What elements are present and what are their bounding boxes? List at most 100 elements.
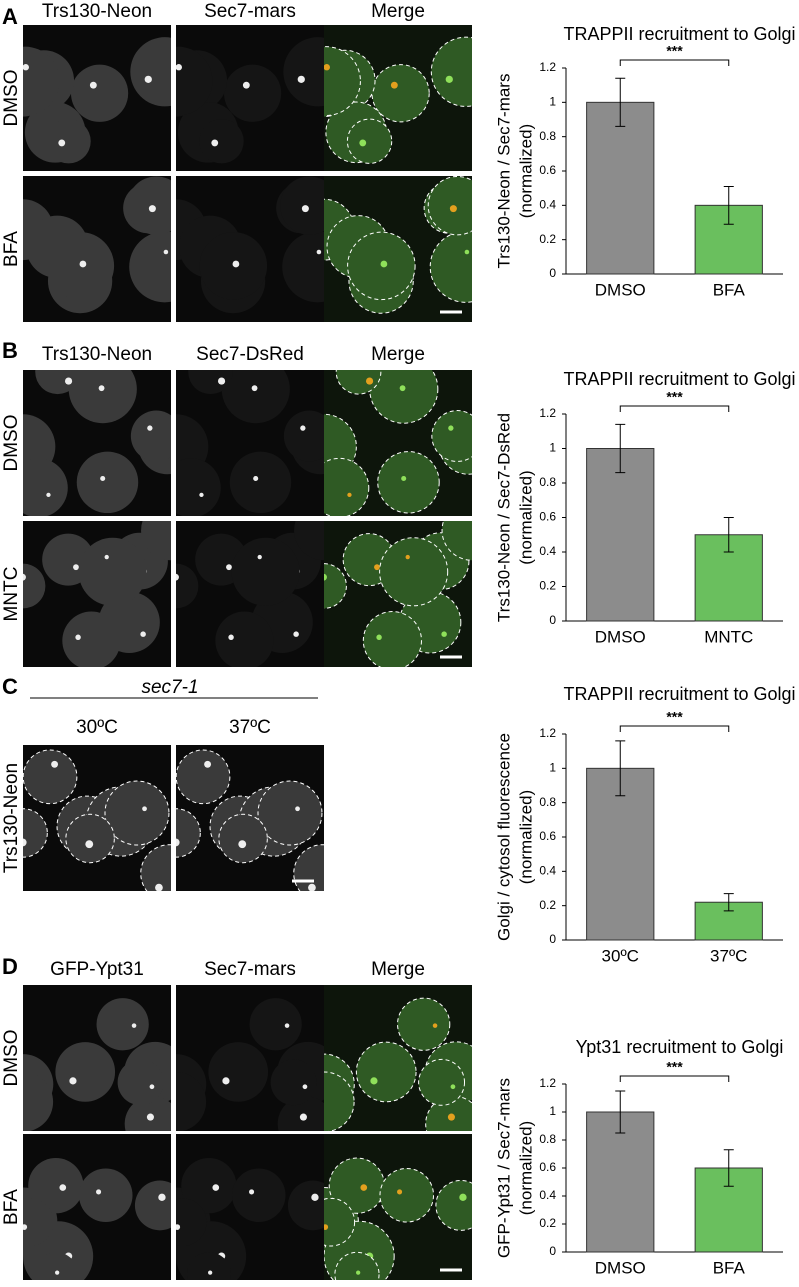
y-tick-label: 0.8 — [539, 129, 556, 143]
cell — [377, 451, 440, 514]
y-tick-label: 1 — [549, 1104, 556, 1118]
column-label: Trs130-Neon — [42, 1, 152, 22]
y-tick-label: 0.2 — [539, 232, 556, 246]
cell — [441, 521, 472, 561]
puncta — [23, 63, 29, 71]
puncta — [257, 554, 262, 560]
cell — [35, 370, 80, 395]
y-tick-label: 0.4 — [539, 864, 556, 878]
cell — [429, 230, 472, 303]
cell — [68, 370, 137, 424]
micrograph — [176, 516, 339, 667]
puncta — [370, 1077, 378, 1085]
puncta — [163, 249, 169, 255]
y-tick-label: 0 — [549, 266, 556, 280]
x-tick-label: BFA — [713, 1258, 746, 1277]
micrograph — [176, 745, 324, 891]
chart-title: Ypt31 recruitment to Golgi — [576, 1037, 784, 1057]
puncta — [390, 81, 398, 89]
cell — [199, 119, 244, 164]
y-tick-label: 1.2 — [539, 60, 556, 74]
puncta — [376, 634, 382, 640]
cell — [134, 1180, 171, 1231]
strain-label: sec7-1 — [141, 677, 198, 698]
micrograph — [324, 1134, 472, 1280]
column-label: Merge — [371, 1, 425, 22]
panel-letter: D — [2, 954, 18, 979]
puncta — [450, 1084, 456, 1090]
puncta — [58, 139, 66, 147]
puncta — [232, 260, 240, 268]
puncta — [158, 1193, 166, 1201]
puncta — [302, 1084, 308, 1090]
y-tick-label: 0 — [549, 932, 556, 946]
chart-title: TRAPPII recruitment to Golgi — [563, 24, 795, 44]
significance-label: *** — [666, 709, 683, 725]
puncta — [51, 760, 59, 768]
cell — [23, 1071, 54, 1131]
y-axis-label: (normalized) — [516, 470, 535, 564]
column-label: Sec7-mars — [204, 1, 296, 22]
y-axis-label: GFP-Ypt31 / Sec7-mars — [494, 1078, 513, 1258]
puncta — [401, 475, 407, 482]
cell — [280, 176, 324, 235]
y-axis-label: Golgi / cytosol fluorescence — [494, 733, 513, 941]
cell — [208, 1042, 269, 1102]
puncta — [176, 573, 179, 581]
x-tick-label: DMSO — [595, 627, 646, 646]
puncta — [5, 1091, 13, 1099]
cell — [46, 119, 91, 164]
error-bar — [615, 1090, 626, 1134]
error-bar — [615, 740, 626, 797]
row-label: DMSO — [1, 415, 22, 472]
chart-title: TRAPPII recruitment to Golgi — [563, 369, 795, 389]
y-tick-label: 1.2 — [539, 726, 556, 740]
y-tick-label: 1 — [549, 95, 556, 109]
puncta — [441, 631, 447, 637]
row-label: BFA — [1, 231, 22, 267]
y-tick-label: 1.2 — [539, 1076, 556, 1090]
cell — [33, 1252, 79, 1280]
puncta — [334, 516, 339, 521]
cell — [221, 370, 290, 424]
micrograph — [23, 1134, 171, 1280]
y-tick-label: 0.6 — [539, 510, 556, 524]
bar — [586, 448, 655, 622]
puncta — [181, 516, 186, 521]
puncta — [96, 1189, 102, 1195]
y-axis-label: (normalized) — [516, 124, 535, 218]
puncta — [228, 634, 234, 640]
cell — [176, 808, 201, 858]
puncta — [79, 260, 87, 268]
puncta — [176, 63, 182, 71]
cell — [324, 1071, 355, 1131]
puncta — [253, 475, 259, 482]
bar — [694, 901, 763, 941]
x-tick-label: MNTC — [704, 627, 753, 646]
puncta — [142, 806, 147, 812]
micrograph — [176, 370, 324, 516]
puncta — [432, 1023, 438, 1028]
y-tick-label: 0 — [549, 613, 556, 627]
puncta — [23, 838, 27, 847]
cell — [270, 1059, 317, 1106]
row-label: MNTC — [1, 567, 22, 622]
error-bar — [723, 185, 734, 225]
cell — [335, 370, 382, 395]
micrograph — [23, 176, 171, 322]
puncta — [308, 883, 316, 891]
y-tick-label: 0.6 — [539, 829, 556, 843]
puncta — [73, 564, 79, 571]
puncta — [311, 1193, 319, 1201]
error-bar — [723, 517, 734, 553]
row-label: BFA — [1, 1189, 22, 1225]
cell — [130, 410, 171, 462]
puncta — [324, 1224, 329, 1230]
cell — [324, 563, 347, 609]
significance-label: *** — [666, 1059, 683, 1075]
cell — [23, 46, 60, 116]
puncta — [374, 564, 380, 571]
puncta — [397, 1189, 403, 1195]
puncta — [100, 475, 106, 482]
puncta — [449, 205, 457, 213]
